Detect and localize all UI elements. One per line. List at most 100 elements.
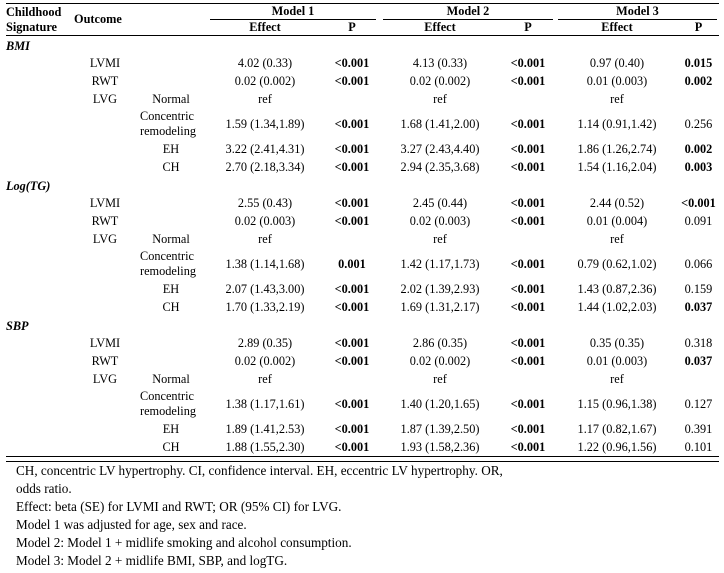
effect-cell-model-2: 0.02 (0.002) [409,73,471,88]
lvg-category-cell [136,194,206,212]
header-effect-1: Effect [206,20,324,36]
p-value-cell-model-1: <0.001 [334,116,370,131]
lvg-category-cell: EH [162,281,180,296]
effect-cell-model-3: 1.43 (0.87,2.36) [577,281,657,296]
effect-cell-model-3: 1.14 (0.91,1.42) [577,116,657,131]
header-signature: Childhood Signature [6,3,74,36]
p-value-cell-model-1: <0.001 [334,141,370,156]
effect-cell-model-1: 0.02 (0.002) [234,353,296,368]
outcome-cell [74,248,136,280]
section-label: BMI [6,39,30,53]
p-value-cell-model-2: <0.001 [510,195,546,210]
p-value-cell-model-2: <0.001 [500,438,556,457]
table-row: LVMI 4.02 (0.33) <0.001 4.13 (0.33) <0.001 0.… [6,54,719,72]
p-value-cell-model-1: <0.001 [334,55,370,70]
table-row: CH 1.88 (1.55,2.30) <0.001 1.93 (1.58,2.36)… [6,438,719,457]
effect-cell-model-3: ref [610,231,624,246]
effect-cell-model-1: 4.02 (0.33) [237,55,293,70]
table-row: EH 1.89 (1.41,2.53) <0.001 1.87 (1.39,2.50)… [6,420,719,438]
lvg-category-cell: CH [162,159,180,174]
p-value-cell-model-1 [324,230,380,248]
table-row: EH 2.07 (1.43,3.00) <0.001 2.02 (1.39,2.93)… [6,280,719,298]
p-value-cell-model-2: <0.001 [510,281,546,296]
table-row: LVG Normal ref ref ref [6,230,719,248]
effect-cell-model-3: 0.01 (0.003) [586,353,648,368]
effect-cell-model-2: 2.45 (0.44) [412,195,468,210]
p-value-cell-model-2: <0.001 [510,159,546,174]
p-value-cell-model-1: <0.001 [334,73,370,88]
lvg-category-cell: EH [162,421,180,436]
section-label: SBP [6,319,29,333]
effect-cell-model-2: 2.02 (1.39,2.93) [400,281,480,296]
effect-cell-model-3: ref [610,371,624,386]
effect-cell-model-1: ref [258,231,272,246]
effect-cell-model-1: 1.38 (1.14,1.68) [225,256,305,271]
header-model-1: Model 1 [206,3,380,20]
p-value-cell-model-2: <0.001 [510,116,546,131]
outcome-cell: RWT [91,213,119,228]
effect-cell-model-3: 1.15 (0.96,1.38) [577,396,657,411]
table-row: LVG Normal ref ref ref [6,90,719,108]
outcome-cell: RWT [91,353,119,368]
p-value-cell-model-2: <0.001 [510,73,546,88]
lvg-category-cell: CH [136,438,206,457]
p-value-cell-model-3: 0.037 [684,353,713,368]
lvg-category-cell: Concentric remodeling [140,389,197,418]
p-value-cell-model-1 [324,370,380,388]
effect-cell-model-2: 0.02 (0.002) [409,353,471,368]
p-value-cell-model-2: <0.001 [510,213,546,228]
p-value-cell-model-3 [678,90,719,108]
outcome-cell [74,298,136,316]
p-value-cell-model-2: <0.001 [510,299,546,314]
table-row: CH 2.70 (2.18,3.34) <0.001 2.94 (2.35,3.68)… [6,158,719,176]
effect-cell-model-3: 0.97 (0.40) [589,55,645,70]
p-value-cell-model-3 [678,230,719,248]
table-row: RWT 0.02 (0.002) <0.001 0.02 (0.002) <0.001 0… [6,352,719,370]
effect-cell-model-2: 4.13 (0.33) [412,55,468,70]
p-value-cell-model-2: <0.001 [510,55,546,70]
lvg-category-cell: Normal [152,91,190,106]
effect-cell-model-2: ref [433,231,447,246]
effect-cell-model-1: 1.38 (1.17,1.61) [225,396,305,411]
p-value-cell-model-1: <0.001 [334,195,370,210]
outcome-cell: LVMI [89,195,121,210]
note-line: Model 1 was adjusted for age, sex and ra… [16,517,247,532]
effect-cell-model-2: ref [433,371,447,386]
outcome-cell: LVMI [89,55,121,70]
table-row: CH 1.70 (1.33,2.19) <0.001 1.69 (1.31,2.17)… [6,298,719,316]
effect-cell-model-2: 1.40 (1.20,1.65) [400,396,480,411]
effect-cell-model-2: 1.42 (1.17,1.73) [400,256,480,271]
outcome-cell [74,108,136,140]
outcome-cell: LVG [92,371,118,386]
table-row: RWT 0.02 (0.003) <0.001 0.02 (0.003) <0.001 0… [6,212,719,230]
table-row: Concentric remodeling 1.38 (1.17,1.61) <0.… [6,388,719,420]
outcome-cell: LVMI [89,335,121,350]
lvg-category-cell: Concentric remodeling [140,109,197,138]
p-value-cell-model-1: <0.001 [334,281,370,296]
note-line: odds ratio. [16,481,72,496]
section-label: Log(TG) [6,179,51,193]
p-value-cell-model-3: 0.101 [678,438,719,457]
effect-cell-model-1: ref [258,91,272,106]
p-value-cell-model-3: 0.091 [684,213,713,228]
header-effect-3: Effect [556,20,678,36]
outcome-cell: LVG [92,231,118,246]
p-value-cell-model-2 [500,230,556,248]
p-value-cell-model-1: 0.001 [338,256,366,271]
table-row: RWT 0.02 (0.002) <0.001 0.02 (0.002) <0.001 0… [6,72,719,90]
p-value-cell-model-2 [500,90,556,108]
table-row: Concentric remodeling 1.59 (1.34,1.89) <0.… [6,108,719,140]
results-body: BMI LVMI 4.02 (0.33) <0.001 4.13 (0.33) <0.00… [6,36,719,457]
header-effect-2: Effect [380,20,500,36]
p-value-cell-model-3: 0.002 [684,73,713,88]
p-value-cell-model-3: 0.127 [684,396,713,411]
section-row: BMI [6,36,719,55]
effect-cell-model-1: 2.89 (0.35) [237,335,293,350]
outcome-cell: LVG [92,91,118,106]
header-model-2: Model 2 [380,3,556,20]
effect-cell-model-2: 2.86 (0.35) [412,335,468,350]
outcome-cell [74,158,136,176]
p-value-cell-model-3: 0.066 [684,256,713,271]
header-row-columns: Effect P Effect P Effect P [6,20,719,36]
p-value-cell-model-2 [500,370,556,388]
